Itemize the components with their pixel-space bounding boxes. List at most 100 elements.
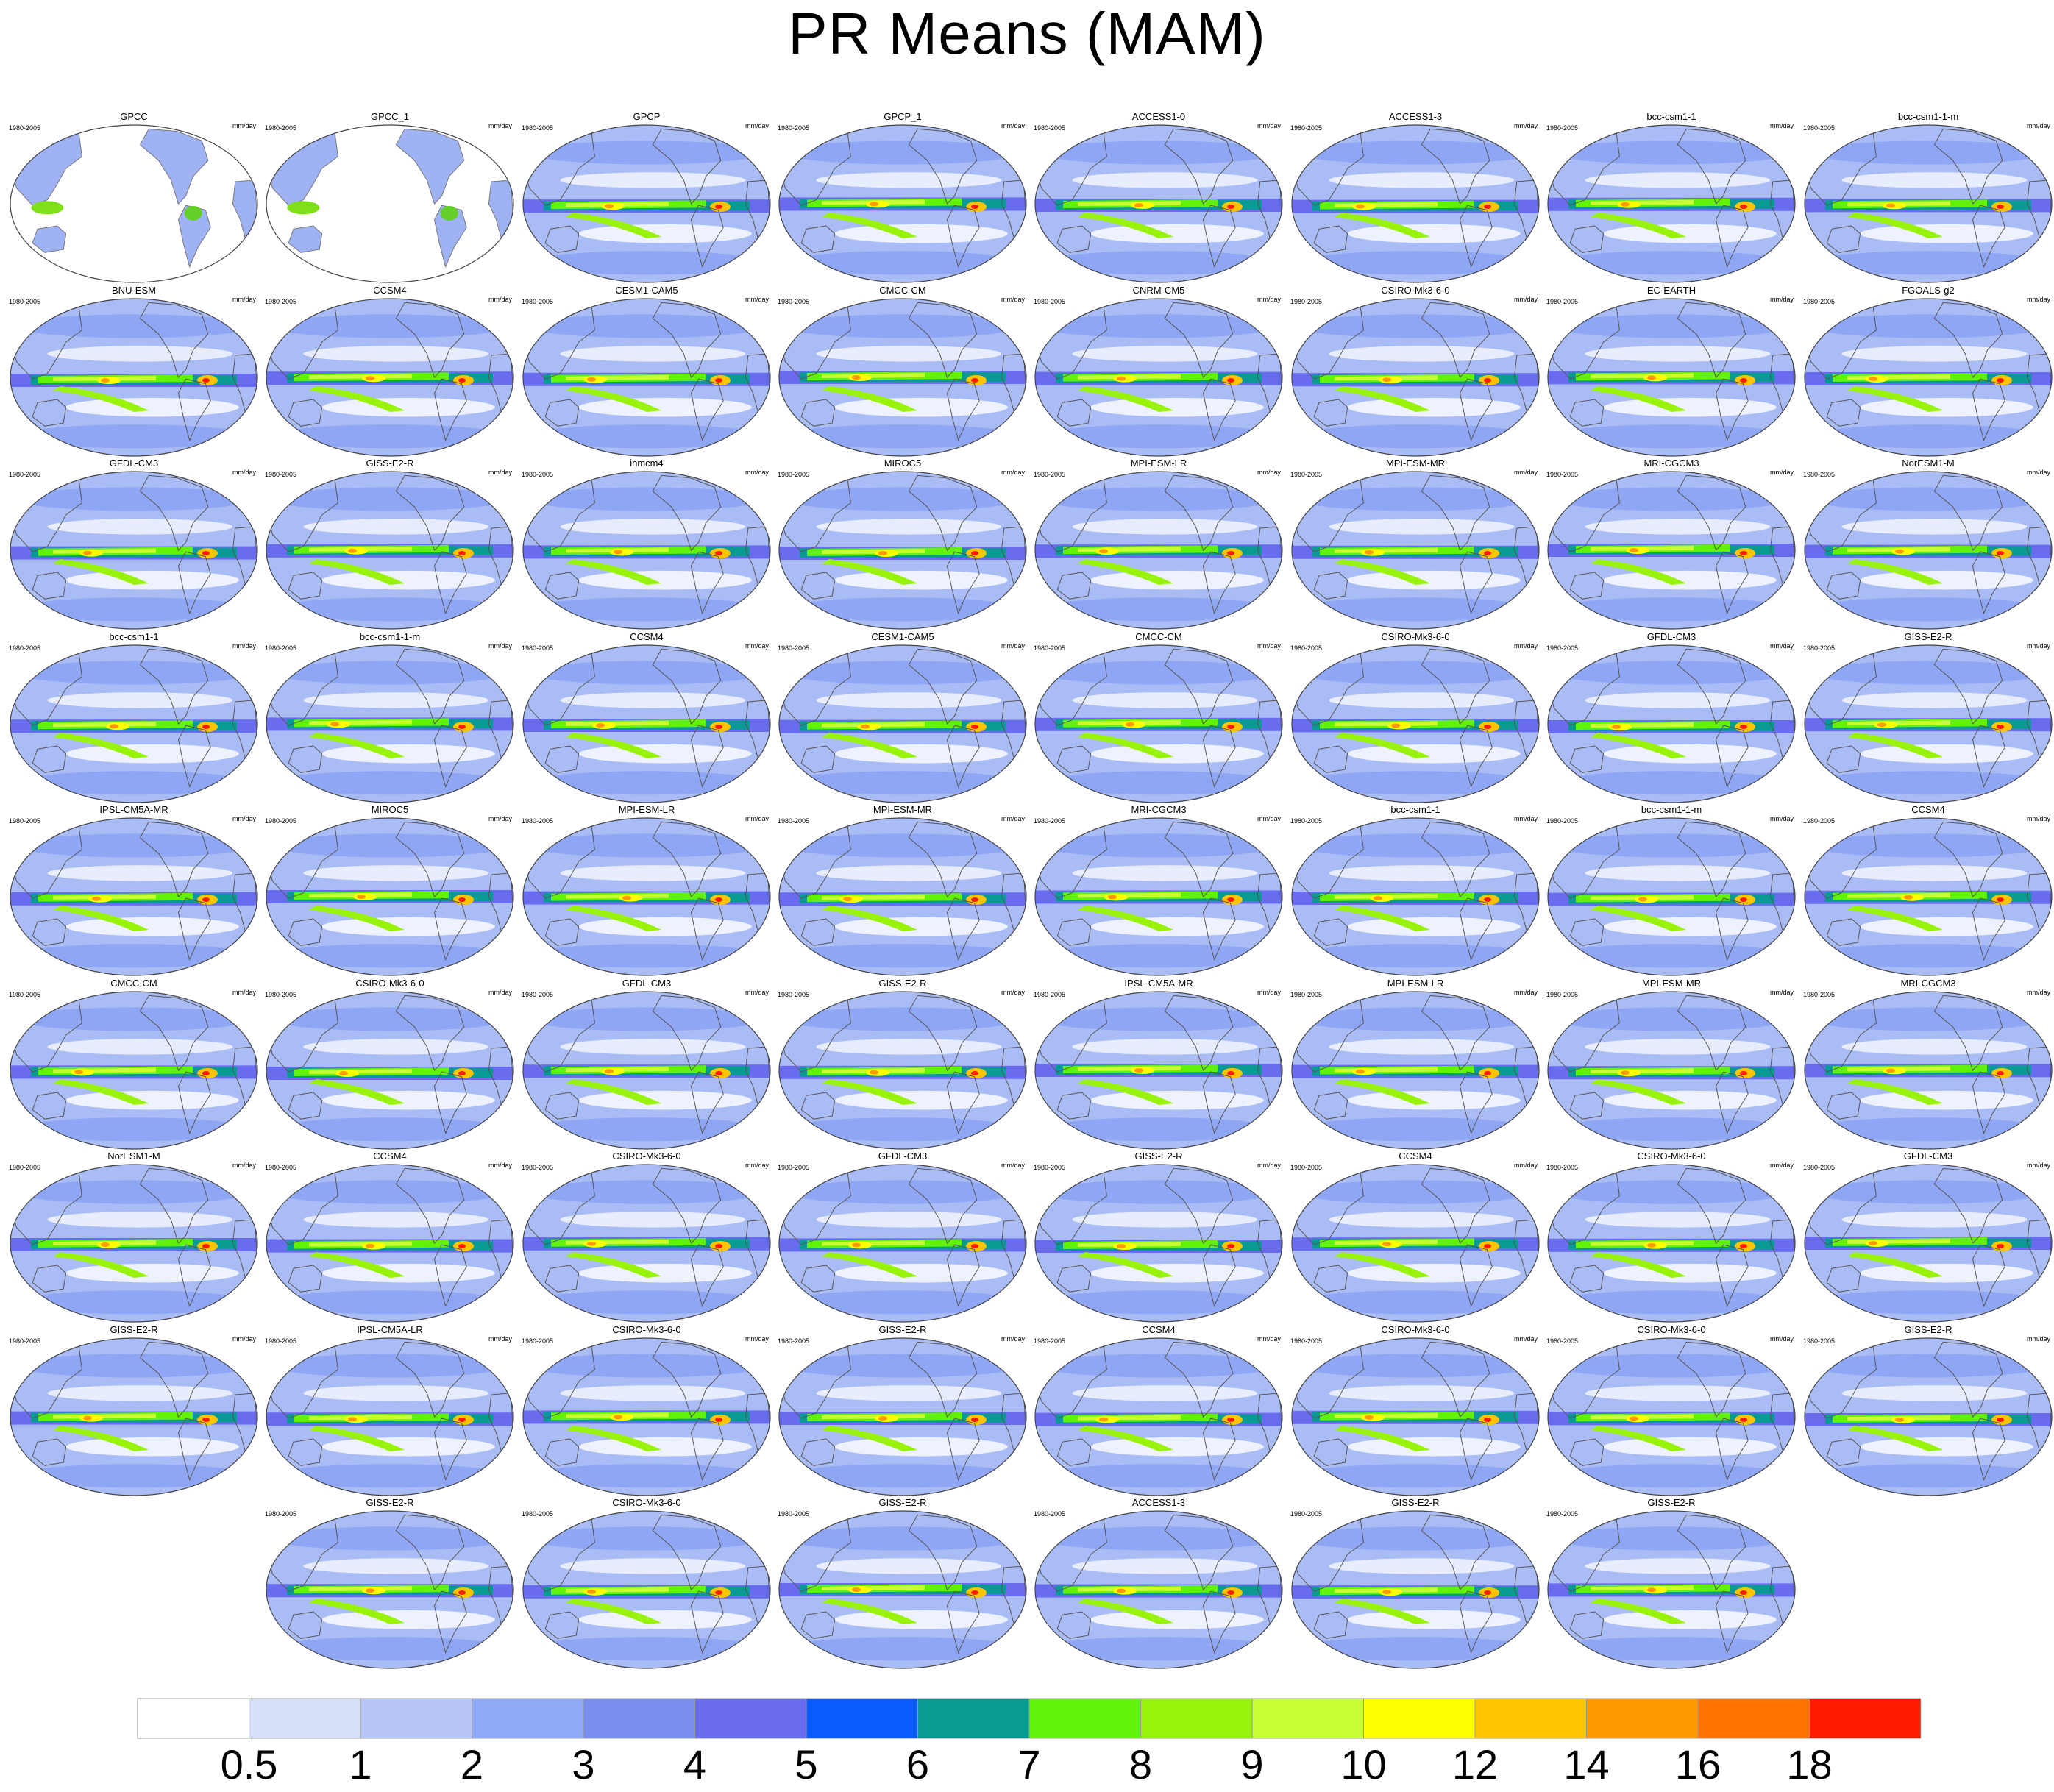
world-map: [10, 1164, 258, 1323]
panel-title: CCSM4: [1142, 1323, 1176, 1335]
panel-period-label: 1980-2005: [265, 1337, 297, 1345]
panel-period-label: 1980-2005: [1290, 1164, 1323, 1171]
panel-title: GISS-E2-R: [1904, 1323, 1952, 1335]
panel-title: bcc-csm1-1: [1646, 111, 1696, 122]
world-map: [266, 990, 514, 1150]
map-panel: CESM1-CAM5 1980-2005 mm/day: [519, 285, 775, 459]
world-map: [778, 124, 1027, 283]
panel-units-label: mm/day: [488, 988, 512, 996]
panel-units-label: mm/day: [2026, 469, 2050, 476]
panel-period-label: 1980-2005: [778, 1337, 810, 1345]
panel-title: GPCP: [633, 111, 661, 122]
map-panel: CSIRO-Mk3-6-0 1980-2005 mm/day: [1543, 1324, 1799, 1498]
panel-units-label: mm/day: [1257, 469, 1281, 476]
colorbar-tick-label: 18: [1786, 1741, 1833, 1788]
colorbar-swatch: [917, 1698, 1030, 1739]
colorbar-tick-label: 5: [795, 1741, 818, 1788]
world-map: [522, 471, 771, 630]
map-panel: CSIRO-Mk3-6-0 1980-2005 mm/day: [1287, 1324, 1543, 1498]
panel-period-label: 1980-2005: [778, 817, 810, 825]
panel-period-label: 1980-2005: [1290, 297, 1323, 305]
panel-title: CCSM4: [1399, 1151, 1432, 1162]
panel-units-label: mm/day: [745, 1334, 769, 1343]
panel-units-label: mm/day: [2026, 1334, 2050, 1343]
panel-period-label: 1980-2005: [522, 124, 554, 132]
panel-units-label: mm/day: [1769, 641, 1794, 650]
panel-units-label: mm/day: [1257, 641, 1281, 650]
panel-period-label: 1980-2005: [9, 471, 41, 478]
panel-units-label: mm/day: [232, 641, 256, 650]
panel-units-label: mm/day: [488, 815, 512, 822]
world-map: [1291, 644, 1540, 803]
panel-period-label: 1980-2005: [1546, 471, 1579, 478]
panel-title: MPI-ESM-MR: [1641, 977, 1702, 989]
world-map: [266, 817, 514, 976]
panel-title: GFDL-CM3: [109, 458, 159, 469]
panel-title: inmcm4: [630, 458, 664, 469]
panel-period-label: 1980-2005: [9, 297, 41, 305]
map-panel: CCSM4 1980-2005 mm/day: [262, 285, 518, 459]
panel-title: CMCC-CM: [879, 284, 926, 296]
map-panel: MPI-ESM-MR 1980-2005 mm/day: [1287, 458, 1543, 632]
colorbar-tick-label: 7: [1017, 1741, 1041, 1788]
world-map: [778, 990, 1027, 1150]
map-panel: CSIRO-Mk3-6-0 1980-2005 mm/day: [262, 978, 518, 1152]
colorbar-swatch: [806, 1698, 918, 1739]
world-map: [1034, 817, 1283, 976]
panel-units-label: mm/day: [2026, 1162, 2050, 1169]
map-panel: GPCC 1980-2005 mm/day: [6, 112, 262, 285]
colorbar-swatch: [1251, 1698, 1364, 1739]
panel-units-label: mm/day: [1513, 1334, 1538, 1343]
panel-title: CCSM4: [630, 630, 664, 642]
panel-title: bcc-csm1-1: [109, 630, 159, 642]
map-panel: FGOALS-g2 1980-2005 mm/day: [1800, 285, 2054, 459]
panel-period-label: 1980-2005: [265, 644, 297, 652]
panel-period-label: 1980-2005: [1034, 1337, 1066, 1345]
world-map: [1804, 817, 2053, 976]
colorbar-tick-label: 0.5: [220, 1741, 278, 1788]
map-panel: GPCP_1 1980-2005 mm/day: [775, 112, 1031, 285]
panel-title: GFDL-CM3: [878, 1151, 928, 1162]
map-panel: GFDL-CM3 1980-2005 mm/day: [1800, 1151, 2054, 1325]
panel-units-label: mm/day: [1001, 1162, 1025, 1169]
colorbar-swatch: [1474, 1698, 1587, 1739]
panel-period-label: 1980-2005: [1290, 471, 1323, 478]
panel-title: GPCC: [120, 111, 148, 122]
world-map: [1804, 990, 2053, 1150]
panel-units-label: mm/day: [488, 1162, 512, 1169]
panel-title: GFDL-CM3: [1903, 1151, 1953, 1162]
colorbar-tick-label: 4: [683, 1741, 707, 1788]
map-panel: NorESM1-M 1980-2005 mm/day: [1800, 458, 2054, 632]
world-map: [10, 644, 258, 803]
panel-period-label: 1980-2005: [522, 644, 554, 652]
panel-units-label: mm/day: [1001, 469, 1025, 476]
map-panel: GISS-E2-R 1980-2005: [262, 1498, 518, 1671]
colorbar-swatch: [583, 1698, 695, 1739]
colorbar-swatch: [694, 1698, 807, 1739]
map-panel: MRI-CGCM3 1980-2005 mm/day: [1031, 805, 1287, 978]
panel-title: GISS-E2-R: [1647, 1497, 1696, 1508]
panel-title: bcc-csm1-1-m: [359, 630, 421, 642]
panel-period-label: 1980-2005: [9, 990, 41, 998]
panel-title: CMCC-CM: [1135, 630, 1182, 642]
panel-title: GISS-E2-R: [1391, 1497, 1440, 1508]
world-map: [522, 297, 771, 457]
panel-period-label: 1980-2005: [1546, 644, 1579, 652]
map-panel: IPSL-CM5A-MR 1980-2005 mm/day: [6, 805, 262, 978]
world-map: [1034, 471, 1283, 630]
world-map: [522, 990, 771, 1150]
map-panel: MPI-ESM-MR 1980-2005 mm/day: [1543, 978, 1799, 1152]
panel-units-label: mm/day: [1769, 988, 1794, 996]
panel-units-label: mm/day: [1257, 122, 1281, 129]
panel-title: CSIRO-Mk3-6-0: [612, 1323, 681, 1335]
colorbar-swatch: [472, 1698, 584, 1739]
map-panel: MIROC5 1980-2005 mm/day: [775, 458, 1031, 632]
panel-period-label: 1980-2005: [522, 817, 554, 825]
colorbar-swatch: [1586, 1698, 1699, 1739]
world-map: [1291, 1510, 1540, 1669]
panel-units-label: mm/day: [745, 295, 769, 303]
colorbar-swatch: [1363, 1698, 1476, 1739]
map-panel: GFDL-CM3 1980-2005 mm/day: [6, 458, 262, 632]
panel-units-label: mm/day: [488, 295, 512, 303]
panel-period-label: 1980-2005: [778, 990, 810, 998]
